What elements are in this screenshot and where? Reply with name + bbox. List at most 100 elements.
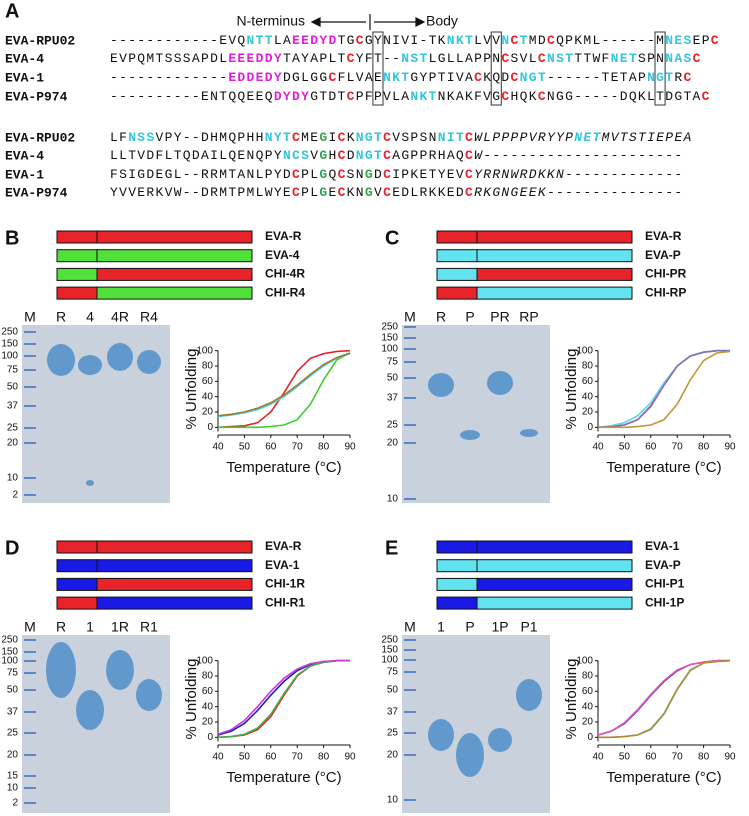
gel-band xyxy=(488,728,512,752)
y-tick-label: 80 xyxy=(582,671,594,682)
legend-label: CHI-R4 xyxy=(265,285,305,299)
gel-band xyxy=(136,679,162,711)
residues: I xyxy=(328,130,337,145)
unfolding-curve xyxy=(217,352,351,417)
residues: C xyxy=(356,33,365,48)
lane-label: 4R xyxy=(111,309,129,325)
construct-right xyxy=(96,249,253,263)
residues: G xyxy=(319,185,328,200)
residues: ---------------------- xyxy=(483,148,683,163)
panel-label: B xyxy=(5,227,19,249)
marker-label: 150 xyxy=(1,647,18,658)
construct-left xyxy=(56,230,98,244)
residues: TTWF xyxy=(574,51,610,66)
marker-label: 25 xyxy=(7,728,19,739)
residues: HQK xyxy=(511,89,538,104)
lane-label: 1 xyxy=(86,619,94,635)
sequence-name: EVA-RPU02 xyxy=(5,33,75,48)
residues: VSPSN xyxy=(392,130,438,145)
marker-label: 20 xyxy=(7,750,19,761)
marker-label: 15 xyxy=(7,771,19,782)
residues: YFT-- xyxy=(356,51,402,66)
residues: EDDEDY xyxy=(228,70,283,85)
y-tick-label: 100 xyxy=(576,345,593,356)
marker-label: 150 xyxy=(1,339,18,350)
y-tick-label: 100 xyxy=(196,655,213,666)
x-tick-label: 80 xyxy=(318,442,330,453)
residues: C xyxy=(338,130,347,145)
residues: C xyxy=(465,130,474,145)
y-tick-label: 40 xyxy=(582,701,594,712)
legend-label: EVA-1 xyxy=(265,558,300,572)
residues: PL xyxy=(301,167,319,182)
residues: C xyxy=(338,148,347,163)
marker-label: 10 xyxy=(387,494,399,505)
sequence-name: EVA-RPU02 xyxy=(5,130,75,145)
residues: WLPPPPVRYYP xyxy=(474,130,574,145)
y-axis-label: % Unfolding xyxy=(183,659,200,740)
marker-label: 75 xyxy=(387,357,399,368)
legend-label: CHI-R1 xyxy=(265,595,305,609)
residues: NSS xyxy=(128,130,155,145)
lane-label: M xyxy=(404,309,416,325)
y-tick-label: 60 xyxy=(202,376,214,387)
residues: C xyxy=(383,148,392,163)
residues: NCS xyxy=(283,148,310,163)
x-tick-label: 40 xyxy=(592,752,604,763)
residues: C xyxy=(338,185,347,200)
marker-label: 250 xyxy=(381,635,398,646)
lane-label: M xyxy=(24,619,36,635)
residues: C xyxy=(693,51,702,66)
residues: MD xyxy=(529,33,547,48)
construct-right xyxy=(476,230,633,244)
residues: EVPQMTSSSAPDL xyxy=(110,51,228,66)
residues: C xyxy=(511,33,520,48)
y-tick-label: 60 xyxy=(582,686,594,697)
residues: ------TETAP xyxy=(547,70,647,85)
x-tick-label: 90 xyxy=(724,752,736,763)
marker-label: 75 xyxy=(7,365,19,376)
residues: NAS xyxy=(665,51,692,66)
x-tick-label: 40 xyxy=(592,442,604,453)
residues: GTDT xyxy=(310,89,346,104)
header-left: N-terminus xyxy=(237,13,305,29)
sequence: ------------EVQNTTLAEEDYDTGCGYNIVI-TKNKT… xyxy=(110,33,720,48)
residues: GYPTIVA xyxy=(410,70,474,85)
residues: LGLLAPPN xyxy=(429,51,502,66)
y-tick-label: 100 xyxy=(576,655,593,666)
lane-label: P xyxy=(465,309,474,325)
residues: KN xyxy=(347,185,365,200)
residues: H xyxy=(328,148,337,163)
gel-band xyxy=(46,642,76,698)
legend-label: EVA-P xyxy=(645,248,681,262)
residues: RKGNGEEK xyxy=(474,185,547,200)
lane-label: 1R xyxy=(111,619,129,635)
marker-label: 25 xyxy=(387,420,399,431)
residues: FSIGDEGL--RRMTANLPYD xyxy=(110,167,292,182)
y-tick-label: 40 xyxy=(202,391,214,402)
sequence: -------------EDDEDYDGLGGCFLVAENKTGYPTIVA… xyxy=(110,70,693,85)
y-axis-label: % Unfolding xyxy=(563,349,580,430)
panel-label: A xyxy=(5,0,19,22)
residues: C xyxy=(501,89,510,104)
residues: SVL xyxy=(511,51,538,66)
residues: C xyxy=(465,185,474,200)
unfolding-curve xyxy=(598,659,731,739)
x-tick-label: 50 xyxy=(239,442,251,453)
lane-label: RP xyxy=(519,309,538,325)
legend-label: CHI-P1 xyxy=(645,577,685,591)
lane-label: R4 xyxy=(140,309,158,325)
construct-left xyxy=(436,540,478,554)
gel-band xyxy=(516,679,542,711)
residues: LVV xyxy=(474,33,501,48)
unfolding-curve xyxy=(217,659,350,736)
y-tick-label: 20 xyxy=(582,717,594,728)
alignment-box xyxy=(372,31,384,106)
residues: IPKETYEV xyxy=(392,167,465,182)
construct-left xyxy=(56,596,98,610)
residues: ME xyxy=(301,130,319,145)
residues: EEEDDY xyxy=(228,51,283,66)
lane-label: PR xyxy=(490,309,509,325)
residues: C xyxy=(465,167,474,182)
y-tick-label: 60 xyxy=(202,686,214,697)
